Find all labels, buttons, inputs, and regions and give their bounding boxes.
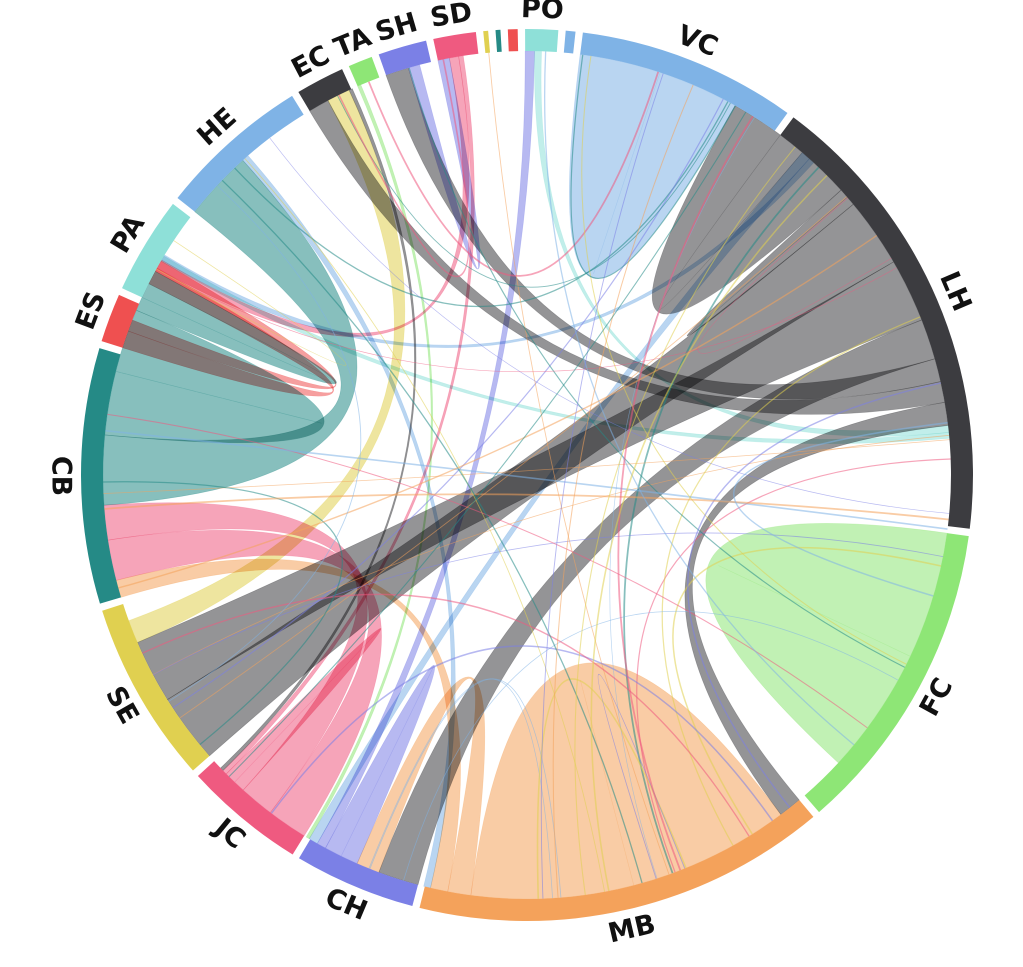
minor-link-strand <box>687 382 942 809</box>
minor-link-strand <box>661 316 921 846</box>
minor-link-strand <box>636 458 951 873</box>
group-arc-pa[interactable] <box>122 203 191 298</box>
minor-link-strand <box>234 101 729 308</box>
minor-link-strand <box>403 610 899 881</box>
ribbon-jc-jc <box>225 628 382 791</box>
minor-link-strand <box>270 645 774 822</box>
group-arc-ta[interactable] <box>348 56 380 87</box>
group-arc-se[interactable] <box>102 604 210 771</box>
group-arc-po[interactable] <box>525 28 559 53</box>
group-label-mb: MB <box>605 909 658 950</box>
group-arc-ch[interactable] <box>298 839 419 907</box>
group-label-sh: SH <box>372 7 421 49</box>
minor-link-strand <box>103 481 343 746</box>
minor-link-strand <box>574 146 796 896</box>
group-arc-fc[interactable] <box>804 533 969 813</box>
group-label-es: ES <box>70 288 112 334</box>
minor-link-strand <box>228 111 747 778</box>
group-arc-sd[interactable] <box>433 31 479 61</box>
ribbon-mb-ch <box>356 676 486 896</box>
minor-link-strand <box>156 240 347 366</box>
minor-link-strand <box>367 71 660 277</box>
minor-link-strand <box>168 185 362 702</box>
minor-link-strand <box>733 421 948 597</box>
group-label-po: PO <box>521 0 565 25</box>
group-arc-lh[interactable] <box>780 117 973 529</box>
minor-link-strand <box>570 54 736 279</box>
ribbons-layer <box>102 50 951 900</box>
minor-link-strand <box>337 95 731 288</box>
ribbon-ta-ch <box>305 84 433 840</box>
group-arc-unlabeled-16[interactable] <box>495 29 502 53</box>
minor-link-strand <box>552 84 694 898</box>
minor-link-strand <box>179 196 848 719</box>
minor-link-strand <box>142 593 750 837</box>
minor-link-strand <box>617 115 754 871</box>
minor-link-strand <box>338 59 470 278</box>
minor-link-strand <box>408 67 906 668</box>
minor-link-strand <box>597 673 686 879</box>
group-arc-ec[interactable] <box>298 69 352 111</box>
minor-link-strand <box>172 98 724 709</box>
group-arc-unlabeled-17[interactable] <box>507 29 519 52</box>
ribbon-es-cb <box>122 267 335 397</box>
minor-link-strand <box>152 532 944 676</box>
group-label-cb: CB <box>45 456 76 496</box>
group-arc-he[interactable] <box>177 95 304 212</box>
minor-link-strand <box>104 493 949 521</box>
minor-link-strand <box>672 546 942 835</box>
ribbon-vc-ch <box>308 152 810 844</box>
minor-link-strand <box>152 434 950 676</box>
ribbon-ec-jc <box>220 88 417 771</box>
minor-link-strand <box>156 267 897 373</box>
group-arc-mb[interactable] <box>419 800 814 921</box>
minor-link-strand <box>609 117 755 879</box>
group-label-sd: SD <box>428 0 474 34</box>
group-arc-sh[interactable] <box>378 40 432 76</box>
group-label-ta: TA <box>330 21 376 64</box>
minor-link-strand <box>269 137 950 514</box>
minor-link-strand <box>221 179 643 884</box>
ribbon-vc-vc <box>569 54 736 279</box>
minor-link-strand <box>107 413 868 729</box>
minor-link-strand <box>118 234 878 589</box>
minor-link-strand <box>369 678 562 898</box>
ribbon-sd-jc <box>222 55 475 775</box>
group-arc-cb[interactable] <box>80 348 122 604</box>
minor-link-strand <box>105 429 948 530</box>
group-arc-vc[interactable] <box>580 32 788 131</box>
ribbon-es-pa <box>127 260 337 390</box>
minor-link-strand <box>540 73 664 899</box>
group-arc-es[interactable] <box>101 294 140 348</box>
minor-link-strand <box>581 55 907 665</box>
group-arc-unlabeled-15[interactable] <box>483 30 491 54</box>
minor-link-strand <box>544 51 855 746</box>
group-arc-jc[interactable] <box>197 761 305 855</box>
group-arcs <box>80 28 973 921</box>
group-arc-unlabeled-19[interactable] <box>563 30 576 54</box>
minor-link-strand <box>590 174 828 892</box>
